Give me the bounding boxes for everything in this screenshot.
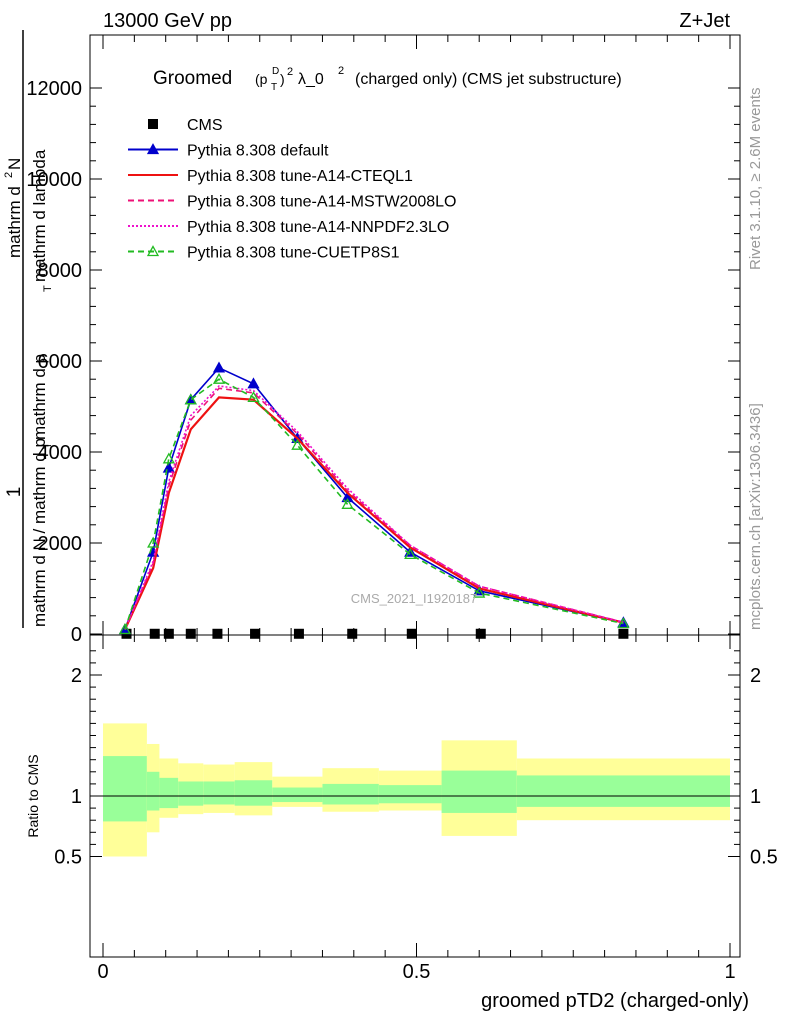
ytick-label: 4000	[38, 442, 83, 464]
cms-data-point	[475, 628, 486, 639]
series-marker-5	[247, 391, 260, 403]
series-marker-5	[473, 586, 486, 598]
title-lambda-power: 2	[338, 65, 344, 77]
cms-data-point	[293, 628, 304, 639]
legend-label: Pythia 8.308 tune-A14-MSTW2008LO	[187, 194, 456, 211]
series-line-5	[124, 378, 624, 630]
uncertainty-band-inner	[203, 781, 235, 805]
uncertainty-band-inner	[103, 756, 147, 822]
ylabel-line2-post: N	[5, 158, 24, 170]
ylabel-line1-sub: T	[42, 442, 54, 449]
uncertainty-band-inner	[378, 785, 442, 804]
uncertainty-band-inner	[178, 781, 204, 806]
ytick-label: 8000	[38, 260, 83, 282]
cms-data-point	[618, 628, 629, 639]
main-panel: 0 2000 4000 6000 8000 10000 12000 CMS_2021_I19…	[3, 30, 741, 646]
series-marker-5	[184, 393, 197, 405]
series-marker-5	[404, 548, 417, 560]
ylabel-line1: mathrm d N / mathrm d p	[30, 438, 49, 627]
ytick-label: 10000	[26, 169, 82, 191]
ylabel-line2-pre: mathrm d	[5, 186, 24, 258]
series-marker-5	[147, 536, 160, 548]
uncertainty-band-inner	[146, 771, 160, 811]
cms-data-point	[185, 628, 196, 639]
series-marker-5	[617, 617, 630, 629]
title-formula: (p	[255, 71, 268, 87]
cms-data-point	[149, 628, 160, 639]
ylabel-line2-sup: 2	[3, 172, 15, 178]
xtick-label: 1	[724, 961, 735, 983]
legend-label: Pythia 8.308 tune-A14-CTEQL1	[187, 168, 413, 185]
ratio-ytick-label-right: 0.5	[750, 847, 778, 869]
xtick-label: 0	[97, 961, 108, 983]
series-marker-5	[291, 438, 304, 450]
ytick-label: 2000	[38, 533, 83, 555]
title-lambda: λ_0	[298, 71, 324, 88]
ratio-ytick-label: 0.5	[54, 847, 82, 869]
header-left: 13000 GeV pp	[103, 10, 232, 32]
ylabel-line3: mathrm d p	[30, 354, 49, 440]
ratio-ylabel: Ratio to CMS	[25, 754, 41, 837]
legend-label: Pythia 8.308 default	[187, 143, 329, 160]
legend-label: Pythia 8.308 tune-A14-NNPDF2.3LO	[187, 219, 449, 236]
uncertainty-band-inner	[516, 775, 730, 807]
series-marker-1	[341, 491, 354, 503]
ylabel-numerator: 1	[4, 487, 25, 498]
rivet-label: Rivet 3.1.10, ≥ 2.6M events	[747, 88, 764, 271]
legend-marker-5	[146, 245, 160, 257]
ylabel-line3-sub: T	[42, 285, 54, 292]
plot-title: Groomed (p T D ) 2 λ_0 2 (charged only) …	[153, 65, 622, 93]
series-line-4	[124, 385, 624, 630]
series-marker-5	[341, 497, 354, 509]
mcplots-label: mcplots.cern.ch [arXiv:1306.3436]	[747, 403, 764, 630]
series-line-2	[123, 396, 624, 630]
ratio-ytick-label-right: 1	[750, 786, 761, 808]
title-power: 2	[287, 66, 293, 78]
ratio-ytick-label: 1	[71, 786, 82, 808]
series-marker-5	[212, 372, 226, 384]
title-suffix: (charged only) (CMS jet substructure)	[355, 71, 622, 88]
ytick-label: 0	[71, 624, 82, 646]
series-marker-1	[162, 461, 175, 473]
x-axis-label: groomed pTD2 (charged-only)	[481, 990, 749, 1012]
title-prefix: Groomed	[153, 68, 232, 89]
series-marker-1	[212, 361, 226, 373]
title-after-paren: )	[280, 71, 285, 87]
y-axis-label: 1 mathrm d N / mathrm d p T mathrm d p T…	[3, 30, 54, 628]
cms-data-point	[406, 628, 417, 639]
header-right: Z+Jet	[679, 10, 730, 32]
ylabel-line3-post: mathrm d lambda	[30, 149, 49, 282]
xtick-label: 0.5	[403, 961, 431, 983]
cms-data-point	[347, 628, 358, 639]
ratio-panel: 0.5 0.5 1 1 2 2 0 0.5 1 Ratio to CMS groomed pT…	[25, 634, 778, 1012]
legend: CMS Pythia 8.308 default Pythia 8.308 tune…	[128, 117, 456, 262]
uncertainty-band-inner	[159, 777, 179, 809]
series-marker-5	[118, 623, 132, 635]
title-sup: D	[272, 66, 279, 77]
uncertainty-band-inner	[441, 770, 517, 813]
title-sub: T	[271, 82, 277, 93]
ratio-ytick-label: 2	[71, 665, 82, 687]
legend-marker-cms	[148, 119, 158, 129]
uncertainty-band-inner	[234, 780, 273, 806]
series-marker-5	[162, 452, 175, 464]
cms-data-point	[163, 628, 174, 639]
analysis-watermark: CMS_2021_I1920187	[351, 591, 478, 606]
legend-label: CMS	[187, 117, 223, 134]
uncertainty-band-inner	[272, 787, 323, 803]
legend-marker-1	[146, 143, 160, 155]
cms-data-point	[212, 628, 223, 639]
series-marker-1	[247, 377, 260, 389]
uncertainty-band-inner	[322, 783, 379, 805]
ytick-label: 12000	[26, 78, 82, 100]
cms-data-point	[250, 628, 261, 639]
ytick-label: 6000	[38, 351, 83, 373]
ratio-ytick-label-right: 2	[750, 665, 761, 687]
legend-label: Pythia 8.308 tune-CUETP8S1	[187, 245, 400, 262]
